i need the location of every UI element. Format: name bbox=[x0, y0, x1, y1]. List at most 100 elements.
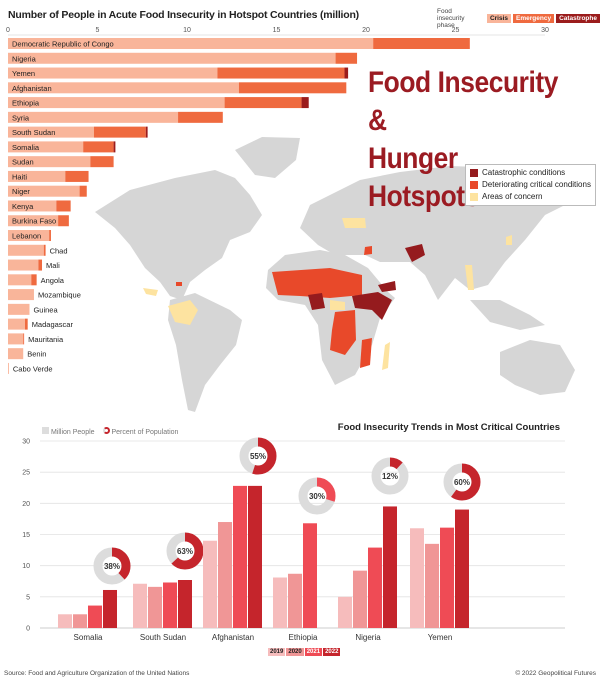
world-map bbox=[95, 137, 590, 412]
map-madagascar-concern bbox=[382, 342, 390, 370]
bar-crisis bbox=[8, 111, 179, 123]
bar-emergency bbox=[238, 82, 347, 94]
y-tick-label: 5 bbox=[26, 594, 30, 601]
country-label: Mauritania bbox=[28, 335, 64, 344]
category-label: Nigeria bbox=[355, 633, 381, 642]
bar-2019 bbox=[410, 528, 424, 628]
map-legend-item: Areas of concern bbox=[470, 191, 591, 203]
map-legend-catastrophic: Catastrophic conditions bbox=[482, 168, 566, 177]
hbar-row: Sudan bbox=[8, 156, 114, 168]
donut-percent-arc bbox=[166, 532, 204, 570]
bar-emergency bbox=[335, 52, 358, 64]
percent-label: Percent of Population bbox=[111, 429, 179, 436]
hbar-row: Madagascar bbox=[8, 318, 74, 330]
map-australia bbox=[500, 340, 575, 395]
title-line-1: Food Insecurity & bbox=[368, 66, 558, 137]
source-note: Source: Food and Agriculture Organizatio… bbox=[4, 670, 190, 677]
map-nigeria-catastrophic bbox=[308, 293, 325, 310]
year-2021: 2021 bbox=[304, 648, 323, 656]
map-afghanistan-catastrophic bbox=[405, 244, 425, 262]
bar-emergency bbox=[43, 244, 46, 256]
bar-crisis bbox=[8, 156, 91, 168]
bar-emergency bbox=[217, 67, 345, 79]
hbar-row: Mali bbox=[8, 259, 60, 271]
bar-2019 bbox=[338, 596, 352, 628]
phase-legend-title: Food insecurity phase bbox=[437, 8, 465, 29]
bar-crisis bbox=[8, 200, 57, 212]
bar-crisis bbox=[8, 244, 44, 256]
year-legend: 2019 2020 2021 2022 bbox=[268, 648, 341, 656]
donut-percent-arc bbox=[93, 547, 131, 585]
x-tick-label: 5 bbox=[96, 27, 100, 34]
donut-percent-arc bbox=[298, 477, 336, 515]
bar-2020 bbox=[73, 614, 87, 628]
bar-crisis bbox=[8, 185, 80, 197]
hbar-row: Democratic Republic of Congo bbox=[8, 38, 470, 49]
hbar-row: Ethiopia bbox=[8, 97, 309, 109]
map-and-hbar-svg: 0 5 10 15 20 25 30 Democratic Republic of Cong… bbox=[6, 27, 590, 412]
bar-crisis bbox=[8, 170, 66, 182]
percent-label: 38% bbox=[104, 562, 120, 571]
legend-crisis: Crisis bbox=[486, 14, 512, 23]
map-legend-deteriorating: Deteriorating critical conditions bbox=[482, 180, 591, 189]
country-label: Burkina Faso bbox=[12, 217, 56, 226]
country-label: South Sudan bbox=[12, 128, 55, 137]
bar-2021 bbox=[233, 485, 247, 628]
bar-2021 bbox=[88, 605, 102, 628]
infographic-title: Food Insecurity & Hunger Hotspots bbox=[368, 64, 572, 216]
bar-emergency bbox=[93, 126, 146, 138]
country-group: Yemen 60% bbox=[410, 463, 481, 642]
category-label: Ethiopia bbox=[289, 633, 318, 642]
bar-2020 bbox=[148, 586, 162, 628]
country-group: South Sudan 63% bbox=[133, 532, 204, 642]
bar-crisis bbox=[8, 82, 239, 94]
hbar-row: Afghanistan bbox=[8, 82, 347, 94]
trend-chart-svg: 0 5 10 15 20 25 30 Somalia 38% South Sudan 63% Afgh… bbox=[22, 437, 565, 642]
y-tick-label: 15 bbox=[22, 532, 30, 539]
donut-percent-arc bbox=[443, 463, 481, 501]
country-group: Ethiopia 30% bbox=[273, 477, 336, 642]
country-label: Madagascar bbox=[32, 320, 74, 329]
bar-catastrophe bbox=[145, 126, 148, 138]
map-west-africa-deteriorating bbox=[272, 268, 362, 298]
x-tick-label: 15 bbox=[273, 27, 281, 34]
map-mozambique-deteriorating bbox=[360, 338, 372, 368]
bar-catastrophe bbox=[344, 67, 349, 79]
hbar-row: Haiti bbox=[8, 170, 89, 182]
map-colombia-venezuela-concern bbox=[168, 300, 198, 325]
bar-2019 bbox=[133, 583, 147, 628]
map-syria-deteriorating bbox=[364, 246, 372, 255]
bar-emergency bbox=[90, 156, 114, 168]
map-ukraine-concern bbox=[342, 218, 366, 228]
year-2022: 2022 bbox=[323, 648, 341, 656]
bar-emergency bbox=[25, 318, 28, 330]
bar-crisis bbox=[8, 141, 84, 153]
y-tick-label: 0 bbox=[26, 626, 30, 633]
country-label: Chad bbox=[50, 246, 68, 255]
map-dprk-concern bbox=[506, 235, 512, 245]
country-label: Somalia bbox=[12, 143, 40, 152]
category-label: Afghanistan bbox=[212, 633, 254, 642]
country-label: Benin bbox=[27, 350, 46, 359]
hbar-chart-title: Number of People in Acute Food Insecurit… bbox=[8, 9, 359, 21]
bar-emergency bbox=[23, 333, 25, 345]
year-2019: 2019 bbox=[268, 648, 286, 656]
y-tick-label: 25 bbox=[22, 470, 30, 477]
hbar-row: South Sudan bbox=[8, 126, 148, 138]
bar-2020 bbox=[353, 570, 367, 628]
bar-emergency bbox=[224, 97, 302, 109]
hbar-row: Kenya bbox=[8, 200, 71, 212]
bar-2019 bbox=[203, 540, 217, 628]
bar-crisis bbox=[8, 126, 94, 138]
country-label: Ethiopia bbox=[12, 99, 40, 108]
y-tick-label: 10 bbox=[22, 563, 30, 570]
country-label: Angola bbox=[41, 276, 65, 285]
map-legend: Catastrophic conditions Deteriorating cr… bbox=[465, 164, 596, 206]
bar-crisis bbox=[8, 38, 374, 49]
category-label: South Sudan bbox=[140, 633, 186, 642]
bar-2021 bbox=[303, 523, 317, 628]
hbar-row: Nigeria bbox=[8, 52, 358, 64]
bar-2021 bbox=[163, 582, 177, 628]
country-label: Niger bbox=[12, 187, 30, 196]
x-tick-label: 10 bbox=[183, 27, 191, 34]
